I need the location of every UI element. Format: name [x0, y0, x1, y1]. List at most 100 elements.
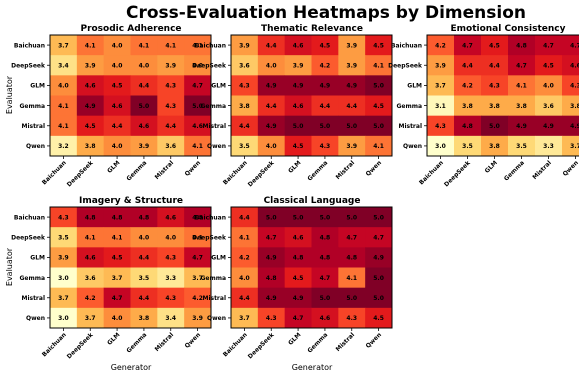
heatmap-cell [284, 75, 312, 96]
cell-value-label: 4.1 [192, 143, 203, 150]
cell-value-label: 3.8 [489, 103, 500, 110]
heatmap-cell [231, 207, 259, 228]
cell-value-label: 5.0 [489, 123, 500, 130]
cell-value-label: 3.9 [346, 42, 357, 49]
heatmap-cell [184, 227, 212, 248]
cell-value-label: 4.5 [112, 255, 123, 262]
heatmap-cell [257, 227, 286, 248]
heatmap-cell [76, 135, 105, 157]
y-tick-labels: Baichuan DeepSeek GLM Gemma Mistral Qwen [11, 214, 50, 322]
cell-value-label: 4.4 [346, 103, 357, 110]
heatmap-cell [103, 227, 131, 248]
cell-value-label: 4.4 [239, 295, 250, 302]
heatmap-cell [103, 95, 131, 117]
cell-value-label: 4.0 [112, 42, 123, 49]
cell-value-label: 4.1 [58, 103, 69, 110]
heatmap-cell [157, 247, 185, 268]
cell-value-label: 4.1 [139, 42, 150, 49]
heatmap-cell [257, 135, 286, 157]
cell-value-label: 4.0 [165, 234, 176, 241]
cell-value-label: 3.6 [165, 143, 176, 150]
y-tick-label: DeepSeek [192, 234, 227, 241]
x-axis-label: Generator [111, 363, 152, 372]
heatmap-cell [257, 267, 286, 289]
heatmap-cell [365, 287, 393, 309]
heatmap-cell [157, 307, 185, 329]
y-tick-label: Qwen [207, 143, 226, 150]
cell-value-label: 4.6 [293, 42, 304, 49]
heatmap-cell [365, 247, 393, 268]
heatmap-cell [284, 287, 312, 309]
cell-value-label: 4.1 [239, 234, 250, 241]
cell-value-label: 4.6 [112, 103, 123, 110]
cell-value-label: 4.8 [516, 42, 527, 49]
y-tick-label: Gemma [396, 103, 422, 110]
heatmap-cell [284, 207, 312, 228]
x-tick-label: Qwen [184, 331, 202, 349]
heatmap-cell [508, 95, 536, 117]
heatmap-cell [284, 115, 312, 137]
heatmap-cell [311, 247, 339, 268]
heatmap-cell [257, 115, 286, 137]
cell-value-label: 4.7 [192, 255, 203, 262]
heatmap-cell [311, 55, 339, 76]
cell-value-label: 4.8 [346, 255, 357, 262]
heatmap-cell [257, 75, 286, 96]
cell-value-label: 4.9 [320, 83, 331, 90]
heatmap-cell [562, 135, 579, 157]
heatmap-cell [481, 95, 509, 117]
cell-value-label: 4.4 [239, 123, 250, 130]
cell-value-label: 3.5 [58, 234, 69, 241]
cell-value-label: 3.0 [58, 275, 69, 282]
heatmap-cell [50, 35, 78, 56]
cell-value-label: 3.8 [139, 315, 150, 322]
heatmap-cell [50, 247, 78, 268]
heatmap-frame [49, 34, 212, 157]
cell-value-label: 4.9 [373, 255, 384, 262]
cell-value-label: 4.3 [320, 143, 331, 150]
x-tick-label: DeepSeek [247, 331, 277, 361]
heatmap-frame [230, 34, 393, 157]
cell-value-label: 4.9 [516, 123, 527, 130]
heatmap-cell [130, 75, 158, 96]
heatmap-cell [184, 307, 212, 329]
x-tick-label: Gemma [306, 159, 329, 182]
cell-value-label: 4.8 [266, 275, 277, 282]
cell-value-label: 4.5 [373, 103, 384, 110]
y-tick-label: Qwen [26, 315, 45, 322]
y-tick-labels: Baichuan DeepSeek GLM Gemma Mistral Qwen [11, 42, 50, 150]
heatmap-cell [130, 135, 158, 157]
heatmap-cell [76, 307, 105, 329]
heatmap-cell [562, 115, 579, 137]
heatmap-cell [284, 247, 312, 268]
y-tick-label: Gemma [19, 275, 45, 282]
heatmap-cell [311, 207, 339, 228]
cell-value-label: 4.4 [112, 123, 123, 130]
cell-value-label: 5.0 [373, 83, 384, 90]
heatmap-panel: Emotional Consistency 4.2 4.7 4.5 4.8 4.7 4.7… [388, 24, 579, 188]
x-tick-label: GLM [106, 331, 121, 346]
cell-value-label: 3.5 [462, 143, 473, 150]
heatmap-cells: 3.9 4.4 4.6 4.5 3.9 4.5 3.6 4.0 3.9 4.2 3.9 4.1 4.3 4… [230, 34, 393, 157]
cell-value-label: 4.3 [489, 83, 500, 90]
heatmap-cell [103, 267, 131, 289]
cell-value-label: 3.5 [516, 143, 527, 150]
heatmap-cell [184, 207, 212, 228]
y-tick-label: DeepSeek [11, 234, 46, 241]
heatmap-cell [562, 75, 579, 96]
heatmap-cell [508, 35, 536, 56]
heatmap-cell [130, 55, 158, 76]
cell-value-label: 4.7 [112, 295, 123, 302]
cell-value-label: 3.9 [435, 62, 446, 69]
cell-value-label: 4.2 [239, 255, 250, 262]
heatmap-cell [257, 35, 286, 56]
panel-title: Emotional Consistency [451, 24, 566, 34]
heatmap-cell [427, 135, 455, 157]
heatmap-cell [284, 307, 312, 329]
y-tick-label: Qwen [26, 143, 45, 150]
cell-value-label: 3.7 [570, 143, 579, 150]
heatmap-cell [311, 287, 339, 309]
y-tick-label: Mistral [21, 295, 45, 302]
x-tick-label: DeepSeek [66, 159, 96, 189]
